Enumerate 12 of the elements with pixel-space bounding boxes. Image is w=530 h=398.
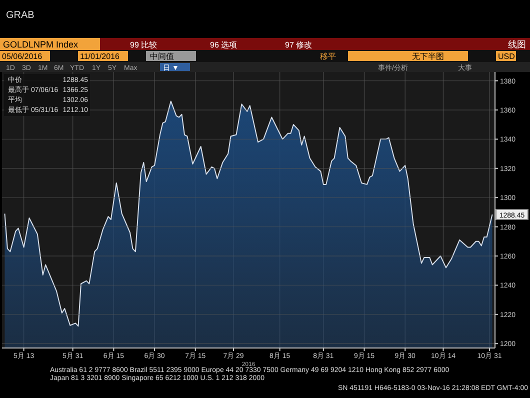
text: 97 修改 <box>285 40 312 50</box>
text: 05/06/2016 <box>2 52 43 61</box>
text: GRAB <box>6 10 35 21</box>
text: 线图 <box>508 40 526 50</box>
text: 移平 <box>320 52 336 61</box>
chart-title: GOLDLNPM Index <box>3 40 79 50</box>
text: 96 选项 <box>210 40 238 50</box>
text: 无下半图 <box>412 52 444 61</box>
text: 11/01/2016 <box>80 52 120 61</box>
text: 中间值 <box>150 52 174 61</box>
text: USD <box>498 52 516 61</box>
text: 99 比较 <box>130 40 158 50</box>
